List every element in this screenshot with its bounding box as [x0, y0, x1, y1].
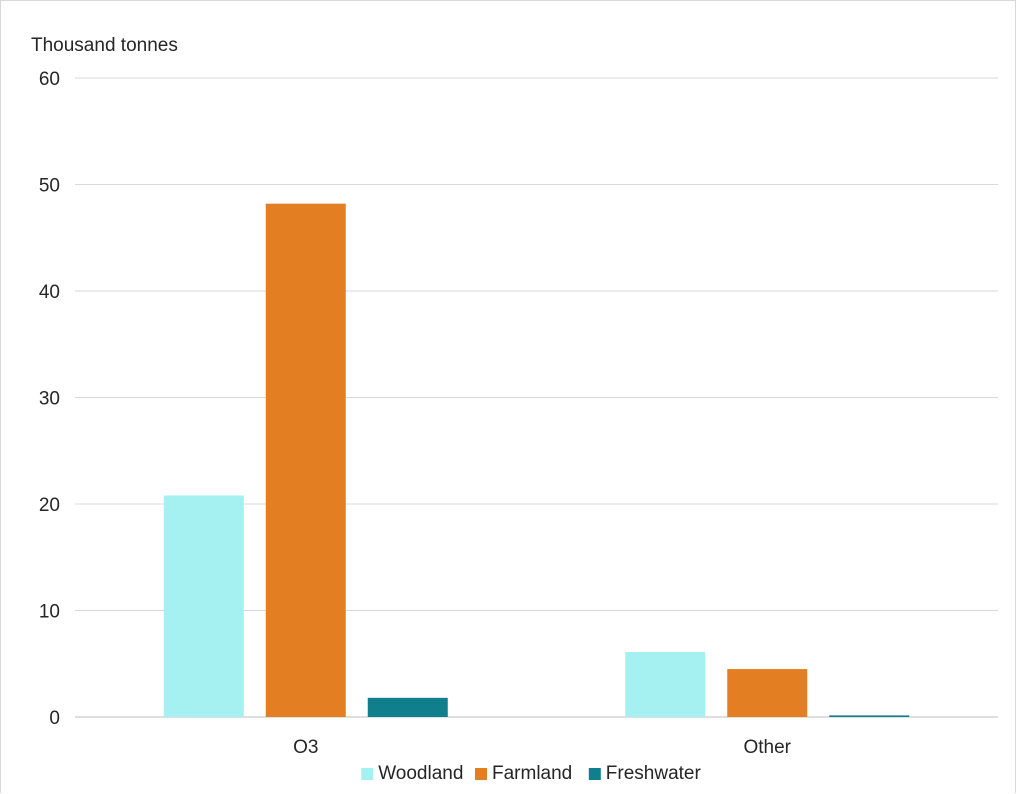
x-category-label: O3 — [293, 737, 318, 758]
legend: Woodland Farmland Freshwater — [361, 763, 702, 784]
legend-label-farmland: Farmland — [492, 763, 572, 784]
bar-woodland-other — [625, 652, 706, 717]
bars — [163, 203, 910, 718]
bar-freshwater-other — [829, 715, 910, 717]
y-tick-label: 50 — [39, 176, 60, 197]
legend-swatch-farmland — [475, 768, 487, 780]
y-tick-label: 60 — [39, 69, 60, 90]
x-category-label: Other — [743, 737, 791, 758]
y-axis-ticks: 0 10 20 30 40 50 60 — [39, 69, 60, 729]
y-tick-label: 40 — [39, 282, 60, 303]
y-axis-unit-label: Thousand tonnes — [31, 35, 178, 56]
y-tick-label: 20 — [39, 495, 60, 516]
bar-farmland-o3 — [265, 203, 346, 718]
legend-swatch-freshwater — [588, 768, 601, 780]
y-tick-label: 0 — [49, 708, 60, 729]
legend-swatch-woodland — [361, 768, 374, 780]
legend-label-freshwater: Freshwater — [606, 763, 702, 784]
y-tick-label: 10 — [39, 602, 60, 623]
bar-freshwater-o3 — [367, 697, 448, 717]
bar-woodland-o3 — [163, 495, 244, 717]
x-axis-categories: O3 Other — [293, 737, 792, 758]
y-tick-label: 30 — [39, 389, 60, 410]
bar-farmland-other — [727, 669, 808, 717]
legend-label-woodland: Woodland — [378, 763, 463, 784]
